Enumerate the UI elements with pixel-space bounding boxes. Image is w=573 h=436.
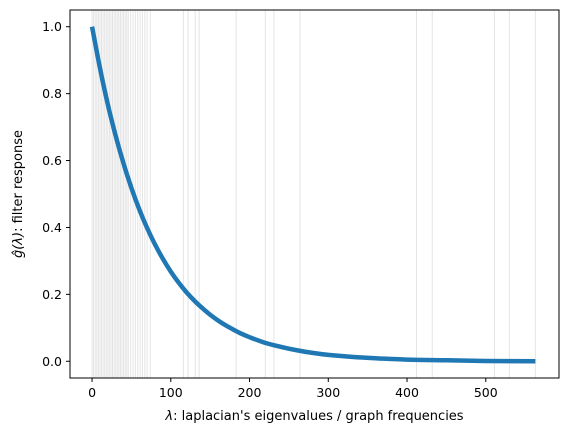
x-tick-label: 100 [159,385,183,400]
y-axis-ticks: 0.0 0.2 0.4 0.6 0.8 1.0 [42,19,70,369]
y-tick-label: 0.4 [42,220,62,235]
y-tick-label: 1.0 [42,19,62,34]
x-axis-label-text: : laplacian's eigenvalues / graph freque… [173,409,464,424]
plot-area-frame [69,9,560,379]
eigenvalue-lines [91,10,536,378]
x-tick-label: 200 [238,385,262,400]
y-tick-label: 0.8 [42,86,62,101]
x-axis-label-symbol: λ [164,409,173,424]
x-tick-label: 400 [395,385,419,400]
x-tick-label: 300 [316,385,340,400]
y-tick-label: 0.0 [42,354,62,369]
x-tick-label: 500 [474,385,498,400]
y-tick-label: 0.2 [42,287,62,302]
y-axis-label-text: : filter response [11,130,26,232]
y-axis-label: ĝ(λ): filter response [11,130,26,258]
y-tick-label: 0.6 [42,153,62,168]
filter-response-line [89,26,536,364]
x-tick-label: 0 [88,385,96,400]
y-axis-label-symbol: ĝ(λ) [11,232,26,258]
x-axis-ticks: 0 100 200 300 400 500 [88,378,498,400]
x-axis-label: λ: laplacian's eigenvalues / graph frequ… [164,409,463,424]
